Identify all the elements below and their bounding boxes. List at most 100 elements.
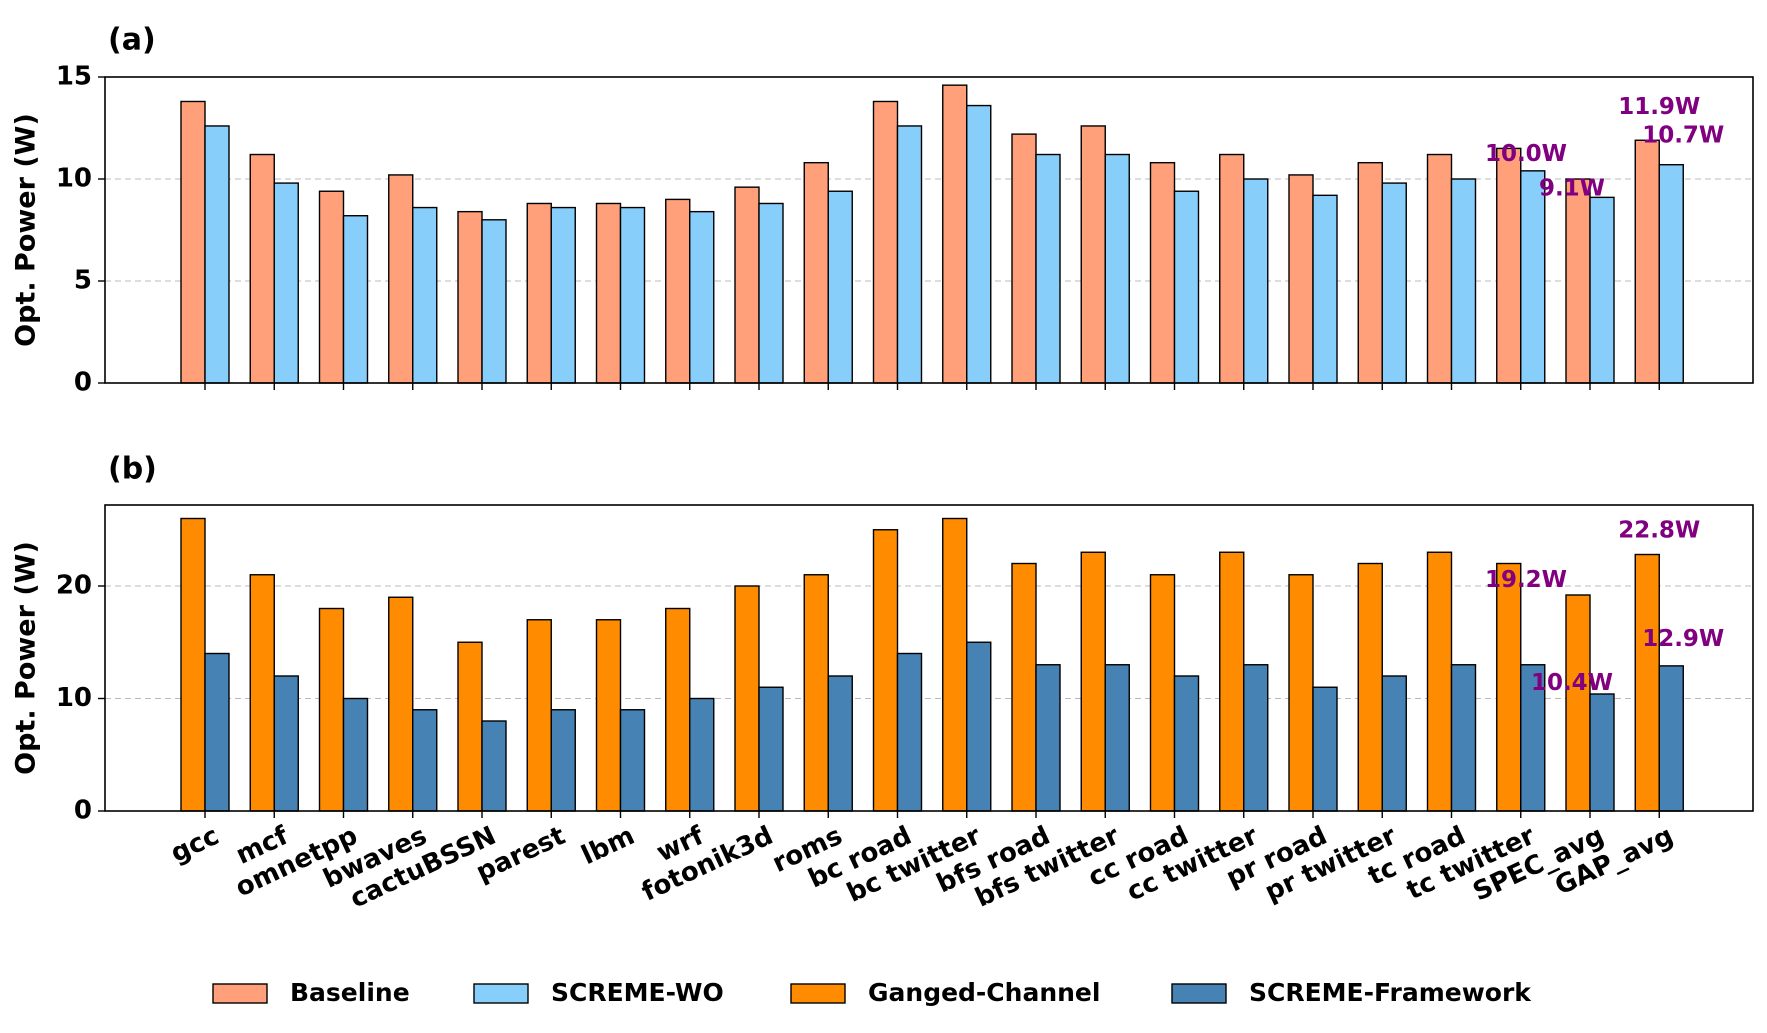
bar [180, 100, 206, 384]
bar [249, 153, 275, 384]
bar [896, 125, 923, 384]
bar [1520, 170, 1546, 384]
plot-frame [104, 76, 1754, 384]
bar [1243, 178, 1269, 384]
bar [550, 206, 576, 384]
panel-b: (b) 0 10 20 Opt. Power (W) 19.2W 10.4W 22.8W 12.… [11, 452, 1754, 914]
bar [1357, 562, 1383, 812]
value-annotation: 19.2W [1485, 567, 1567, 593]
bar [1219, 153, 1245, 384]
bar [595, 619, 622, 812]
bar [1219, 551, 1245, 812]
bar [1243, 664, 1269, 812]
bar [1496, 562, 1522, 812]
bar [1312, 686, 1338, 812]
bar [896, 652, 923, 812]
panel-label: (b) [108, 452, 157, 487]
panel-a: (a) 0 5 10 15 Opt. Power (W) 10.0W 9.1W 11.9W 10.… [11, 23, 1754, 398]
bar [1658, 164, 1684, 384]
series-screme-wo [204, 104, 1684, 384]
bar [827, 675, 853, 812]
x-tick-label: gcc [166, 821, 223, 869]
bar [595, 202, 622, 384]
value-annotation: 10.4W [1531, 670, 1613, 696]
value-annotation: 11.9W [1618, 94, 1700, 120]
bar [1634, 139, 1660, 384]
bar [1011, 133, 1037, 384]
bar [1450, 664, 1477, 812]
bar [388, 596, 414, 812]
bar [481, 219, 507, 384]
bar [689, 210, 715, 384]
y-tick-label: 20 [56, 571, 92, 601]
bar [966, 104, 992, 384]
bar [1565, 178, 1591, 384]
bar [526, 619, 552, 812]
y-tick-label: 5 [74, 266, 92, 296]
legend-swatch [473, 983, 529, 1004]
bar [1173, 675, 1200, 812]
bar [481, 720, 507, 812]
bar [1035, 664, 1061, 812]
bar [1288, 174, 1314, 384]
bar [1104, 153, 1130, 384]
value-annotation: 10.0W [1485, 141, 1567, 167]
bar [1634, 553, 1660, 812]
legend-swatch [212, 983, 268, 1004]
legend-item: Baseline [212, 978, 410, 1007]
bar [803, 574, 829, 812]
bar [1080, 551, 1106, 812]
series-baseline [180, 84, 1660, 384]
bar [619, 206, 646, 384]
bar [1381, 182, 1407, 384]
y-axis-label: Opt. Power (W) [11, 113, 42, 347]
bar [1035, 153, 1061, 384]
bar [803, 161, 829, 384]
bar [180, 517, 206, 812]
legend: Baseline SCREME-WO Ganged-Channel SCREME-Fr… [212, 978, 1532, 1007]
bar [388, 174, 414, 384]
bar [273, 675, 299, 812]
bar [318, 190, 345, 384]
legend-item: SCREME-Framework [1171, 978, 1532, 1007]
bar [689, 697, 715, 812]
bar [1288, 574, 1314, 812]
bar [1173, 190, 1200, 384]
x-tick-label: lbm [577, 821, 639, 871]
bar [342, 215, 369, 384]
legend-swatch [790, 983, 846, 1004]
bar [412, 709, 438, 812]
bar [1589, 693, 1615, 812]
y-axis-label: Opt. Power (W) [11, 541, 42, 775]
bar [758, 686, 784, 812]
bar [1589, 196, 1615, 384]
bar [758, 202, 784, 384]
bar [457, 210, 483, 384]
legend-label: SCREME-Framework [1249, 978, 1532, 1007]
bar [1104, 664, 1130, 812]
value-annotation: 10.7W [1642, 123, 1724, 149]
bar [1496, 147, 1522, 384]
legend-item: Ganged-Channel [790, 978, 1100, 1007]
bar [1312, 194, 1338, 384]
x-tick-label: fotonik3d [637, 821, 777, 908]
bar [1381, 675, 1407, 812]
legend-swatch [1171, 983, 1227, 1004]
bar [966, 641, 992, 812]
y-tick-label: 15 [56, 62, 92, 92]
y-tick-label: 0 [74, 796, 92, 826]
y-tick-label: 10 [56, 164, 92, 194]
legend-label: Baseline [290, 978, 410, 1007]
bar [1149, 161, 1176, 384]
panel-label: (a) [108, 23, 156, 58]
bar [550, 709, 576, 812]
bar [942, 84, 968, 384]
bar [619, 709, 646, 812]
bar [1426, 551, 1453, 812]
bar [1149, 574, 1176, 812]
legend-label: SCREME-WO [551, 978, 724, 1007]
bar [318, 607, 345, 812]
legend-label: Ganged-Channel [868, 978, 1100, 1007]
bar [827, 190, 853, 384]
